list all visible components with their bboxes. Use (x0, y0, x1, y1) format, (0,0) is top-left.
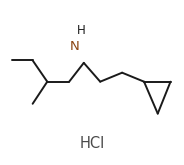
Text: N: N (70, 40, 79, 53)
Text: H: H (77, 24, 86, 37)
Text: HCl: HCl (79, 135, 105, 150)
